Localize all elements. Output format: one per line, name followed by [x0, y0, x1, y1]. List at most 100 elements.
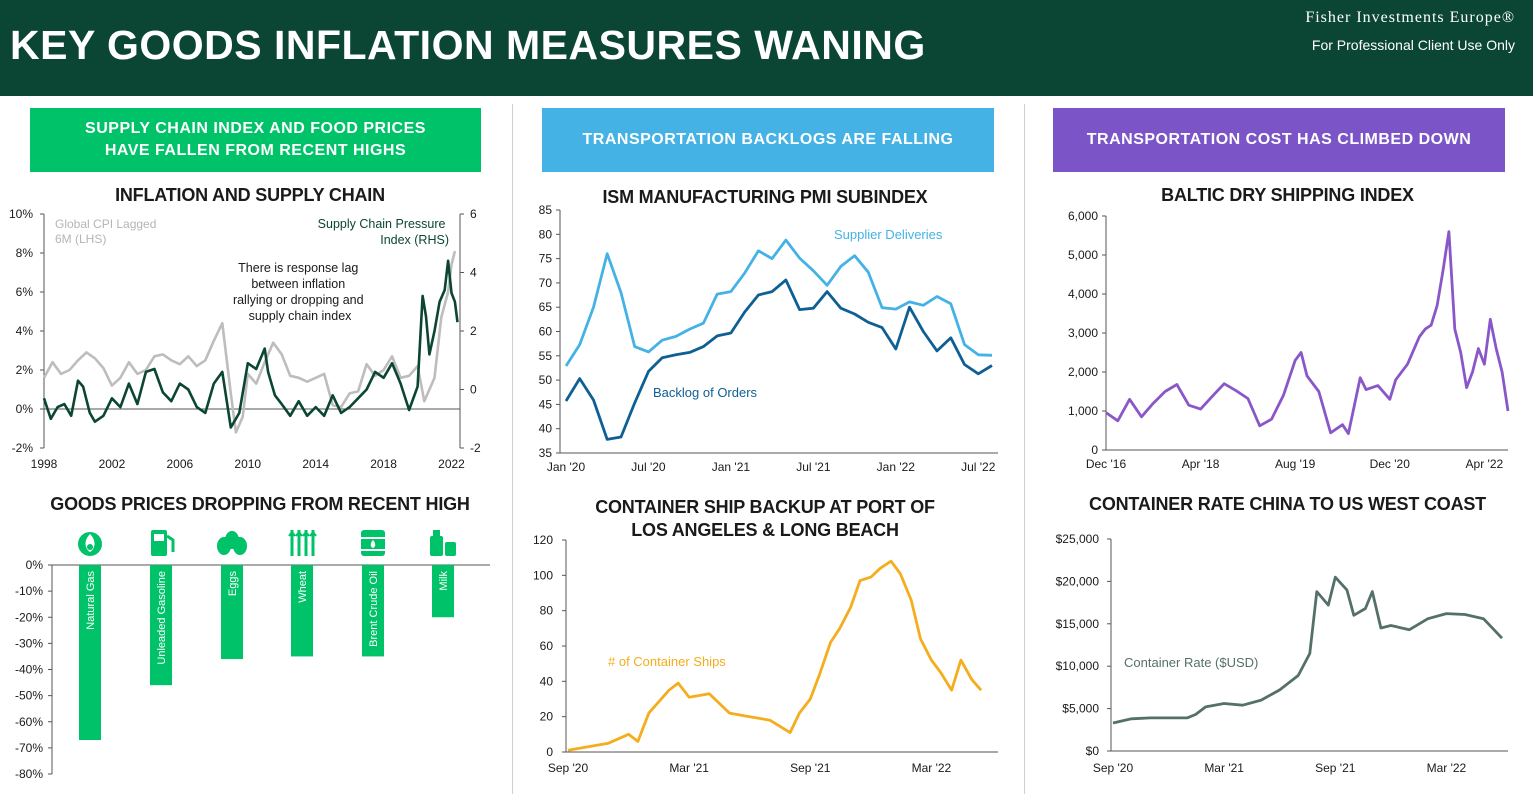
x-tick-label: Mar '22	[1427, 761, 1467, 775]
y-tick-label: 50	[539, 373, 553, 387]
supply-chain-line	[42, 259, 459, 429]
container-rate-line	[1112, 575, 1504, 725]
supply-legend: Supply Chain Pressure Index (RHS)	[318, 217, 449, 247]
cpi-line	[42, 250, 457, 434]
bar-label: Natural Gas	[85, 571, 97, 630]
x-tick-label: 1998	[31, 457, 58, 471]
y-tick-label: $15,000	[1056, 617, 1100, 631]
y-tick-label: 55	[539, 349, 553, 363]
x-tick-label: Sep '20	[1093, 761, 1134, 775]
x-tick-label: Dec '16	[1086, 457, 1127, 471]
x-tick-label: Sep '21	[1315, 761, 1356, 775]
y-tick-label: -20%	[15, 610, 43, 624]
header-bar: KEY GOODS INFLATION MEASURES WANING Fish…	[0, 0, 1533, 96]
supplier-deliveries-line	[564, 238, 993, 367]
page-title: KEY GOODS INFLATION MEASURES WANING	[10, 22, 926, 68]
x-tick-label: Dec '20	[1370, 457, 1411, 471]
y-tick-label: 6,000	[1068, 209, 1098, 223]
y-tick-label: 5,000	[1068, 248, 1098, 262]
chart-title-inflation: INFLATION AND SUPPLY CHAIN	[115, 185, 385, 205]
x-tick-label: 2006	[166, 457, 193, 471]
x-tick-label: Apr '18	[1182, 457, 1220, 471]
y-tick-label: 45	[539, 397, 553, 411]
y-left-tick-label: 0%	[16, 402, 34, 416]
y-tick-label: 85	[539, 203, 553, 217]
bar-wheat	[291, 565, 313, 657]
x-tick-label: Mar '22	[912, 761, 952, 775]
y-left-tick-label: 10%	[9, 207, 33, 221]
y-right-tick-label: 2	[470, 324, 477, 338]
y-tick-label: 120	[533, 533, 553, 547]
y-tick-label: 20	[540, 710, 554, 724]
y-left-tick-label: -2%	[12, 441, 34, 455]
x-tick-label: Aug '19	[1275, 457, 1316, 471]
y-right-tick-label: -2	[470, 441, 481, 455]
y-tick-label: -30%	[15, 636, 43, 650]
y-tick-label: -60%	[15, 715, 43, 729]
eggs-icon	[217, 531, 247, 555]
y-tick-label: 0	[1091, 443, 1098, 457]
y-right-tick-label: 4	[470, 266, 477, 280]
oil-barrel-icon	[361, 530, 385, 556]
bar-natural-gas	[79, 565, 101, 741]
bar-milk	[432, 565, 454, 618]
y-tick-label: 75	[539, 252, 553, 266]
y-tick-label: 4,000	[1068, 287, 1098, 301]
bar-brent-crude-oil	[362, 565, 384, 657]
milk-icon	[430, 530, 456, 556]
chart-title-goods: GOODS PRICES DROPPING FROM RECENT HIGH	[50, 494, 470, 514]
chart-title-baltic: BALTIC DRY SHIPPING INDEX	[1161, 185, 1414, 205]
y-tick-label: 0	[546, 745, 553, 759]
y-left-tick-label: 8%	[16, 246, 34, 260]
container-ships-label: # of Container Ships	[608, 654, 726, 669]
y-tick-label: 3,000	[1068, 326, 1098, 340]
firm-name: Fisher Investments Europe®	[1305, 9, 1515, 26]
y-tick-label: 80	[539, 227, 553, 241]
y-tick-label: 100	[533, 568, 553, 582]
fuel-pump-icon	[151, 530, 175, 556]
x-tick-label: Sep '21	[790, 761, 831, 775]
y-tick-label: 40	[540, 674, 554, 688]
x-tick-label: Jul '21	[796, 460, 831, 474]
x-tick-label: 2010	[234, 457, 261, 471]
y-tick-label: -40%	[15, 663, 43, 677]
annotation-line3: rallying or dropping and	[233, 293, 364, 307]
y-tick-label: 1,000	[1068, 404, 1098, 418]
backlog-orders-line	[564, 278, 993, 441]
flame-icon	[78, 532, 102, 556]
y-tick-label: -80%	[15, 767, 43, 781]
bar-label: Unleaded Gasoline	[156, 571, 168, 665]
y-tick-label: 60	[539, 325, 553, 339]
inflation-supply-chart: Global CPI Lagged 6M (LHS) Supply Chain …	[9, 207, 481, 471]
banner-left: SUPPLY CHAIN INDEX AND FOOD PRICES HAVE …	[30, 108, 481, 172]
x-tick-label: 2018	[370, 457, 397, 471]
wheat-icon	[288, 530, 317, 556]
y-tick-label: 40	[539, 422, 553, 436]
chart-title-container-rate: CONTAINER RATE CHINA TO US WEST COAST	[1089, 494, 1486, 514]
chart-title-ships: CONTAINER SHIP BACKUP AT PORT OF LOS ANG…	[595, 497, 935, 540]
y-tick-label: $10,000	[1056, 659, 1100, 673]
bar-label: Eggs	[227, 571, 239, 597]
y-tick-label: 0%	[26, 558, 44, 572]
column-divider-2	[1024, 104, 1025, 794]
response-lag-annotation: There is response lag between inflation …	[233, 261, 367, 323]
x-tick-label: 2002	[99, 457, 126, 471]
y-tick-label: 70	[539, 276, 553, 290]
x-tick-label: Mar '21	[1204, 761, 1244, 775]
supplier-deliveries-label: Supplier Deliveries	[834, 227, 943, 242]
bar-label: Wheat	[297, 571, 309, 603]
x-tick-label: Mar '21	[669, 761, 709, 775]
y-left-tick-label: 4%	[16, 324, 34, 338]
annotation-line1: There is response lag	[238, 261, 358, 275]
column-divider-1	[512, 104, 513, 794]
baltic-dry-line	[1105, 230, 1510, 436]
x-tick-label: Jan '20	[547, 460, 586, 474]
x-tick-label: Jul '20	[631, 460, 666, 474]
y-tick-label: 60	[540, 639, 554, 653]
y-tick-label: $20,000	[1056, 574, 1100, 588]
y-tick-label: 80	[540, 604, 554, 618]
cpi-legend: Global CPI Lagged 6M (LHS)	[55, 217, 160, 246]
container-ships-chart: 120 100 80 60 40 20 0 Sep '20 Mar '21 Sep '21 Mar …	[533, 533, 998, 775]
